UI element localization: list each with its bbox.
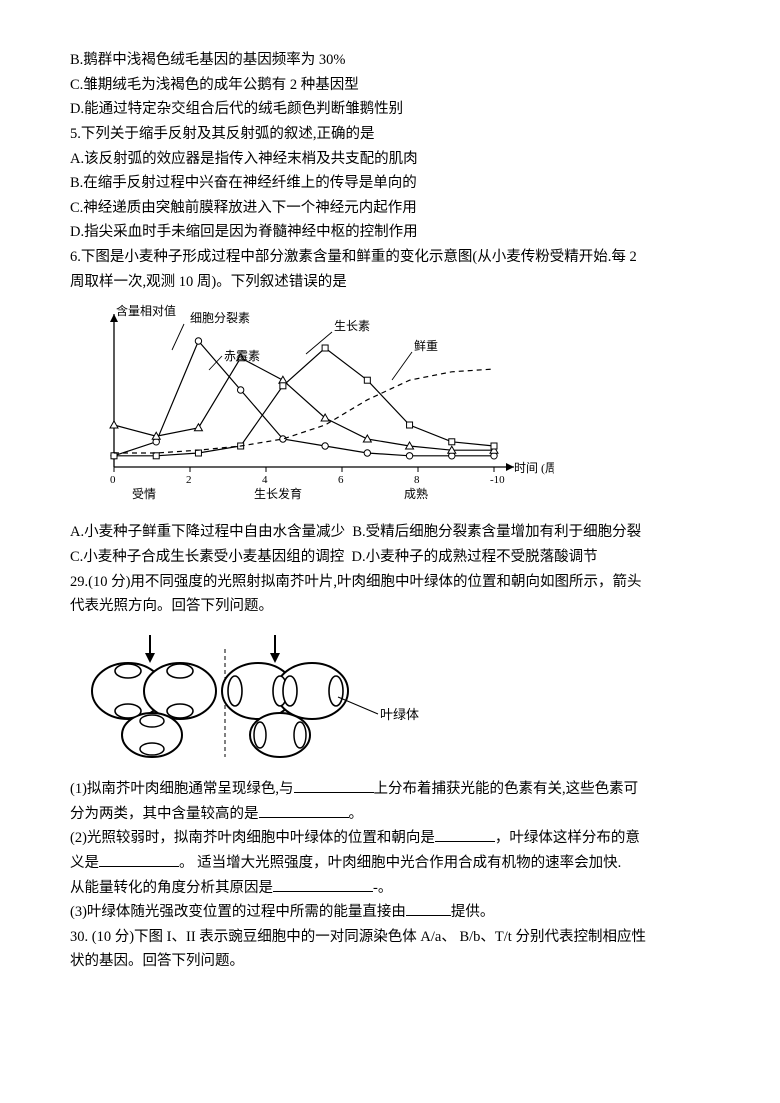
q6-opts-ab: A.小麦种子鲜重下降过程中自由水含量减少 B.受精后细胞分裂素含量增加有利于细胞…: [70, 520, 710, 545]
x-stage-1: 受情: [132, 487, 156, 501]
q6-stem-l1: 6.下图是小麦种子形成过程中部分激素含量和鲜重的变化示意图(从小麦传粉受精开始.…: [70, 245, 710, 270]
legend-auxin: 生长素: [334, 319, 370, 333]
svg-text:0: 0: [110, 474, 116, 486]
q6-opts-cd: C.小麦种子合成生长素受小麦基因组的调控 D.小麦种子的成熟过程不受脱落酸调节: [70, 545, 710, 570]
q4-opt-b: B.鹅群中浅褐色绒毛基因的基因频率为 30%: [70, 48, 710, 73]
legend-gibberellin: 赤霉素: [224, 349, 260, 363]
blank: [99, 851, 179, 867]
cell-diagram-svg: 叶绿体: [80, 629, 440, 769]
svg-text:2: 2: [186, 474, 192, 486]
q30-l1: 30. (10 分)下图 I、II 表示豌豆细胞中的一对同源染色体 A/a、 B…: [70, 925, 710, 950]
q5-opt-b: B.在缩手反射过程中兴奋在神经纤维上的传导是单向的: [70, 171, 710, 196]
q29-1-l1: (1)拟南芥叶肉细胞通常呈现绿色,与上分布着捕获光能的色素有关,这些色素可: [70, 777, 710, 802]
hormone-chart-svg: 含量相对值 0 2 4 6 8 -10 时间 (周) 受情 生长发育 成熟 细胞分裂素 赤…: [74, 302, 554, 512]
hormone-chart: 含量相对值 0 2 4 6 8 -10 时间 (周) 受情 生长发育 成熟 细胞分裂素 赤…: [74, 302, 554, 512]
cell-diagram: 叶绿体: [80, 629, 440, 769]
x-stage-3: 成熟: [404, 486, 428, 501]
blank: [273, 876, 373, 892]
q29-2-l3: 从能量转化的角度分析其原因是-。: [70, 876, 710, 901]
y-axis-label: 含量相对值: [116, 303, 176, 318]
blank: [259, 802, 349, 818]
q29-stem-l1: 29.(10 分)用不同强度的光照射拟南芥叶片,叶肉细胞中叶绿体的位置和朝向如图…: [70, 570, 710, 595]
chloroplast-label: 叶绿体: [380, 707, 419, 722]
q5-opt-a: A.该反射弧的效应器是指传入神经末梢及共支配的肌肉: [70, 147, 710, 172]
svg-text:-10: -10: [490, 474, 505, 486]
q29-1-l2: 分为两类，其中含量较高的是。: [70, 802, 710, 827]
right-cells: [222, 663, 348, 757]
q30-l2: 状的基因。回答下列问题。: [70, 949, 710, 974]
left-cells: [92, 663, 216, 757]
q5-opt-d: D.指尖采血时手未缩回是因为脊髓神经中枢的控制作用: [70, 220, 710, 245]
q5-stem: 5.下列关于缩手反射及其反射弧的叙述,正确的是: [70, 122, 710, 147]
q29-3: (3)叶绿体随光强改变位置的过程中所需的能量直接由提供。: [70, 900, 710, 925]
svg-text:8: 8: [414, 474, 420, 486]
q29-2-l2: 义是。 适当增大光照强度，叶肉细胞中光合作用合成有机物的速率会加快.: [70, 851, 710, 876]
svg-text:4: 4: [262, 474, 268, 486]
blank: [294, 777, 374, 793]
blank: [435, 826, 495, 842]
legend-cytokinin: 细胞分裂素: [190, 311, 250, 325]
blank: [406, 900, 451, 916]
x-axis-label-time: 时间 (周): [514, 461, 554, 475]
q4-opt-d: D.能通过特定杂交组合后代的绒毛颜色判断雏鹅性别: [70, 97, 710, 122]
q5-opt-c: C.神经递质由突触前膜释放进入下一个神经元内起作用: [70, 196, 710, 221]
legend-freshweight: 鲜重: [414, 339, 438, 353]
x-stage-2: 生长发育: [254, 486, 302, 501]
q6-stem-l2: 周取样一次,观测 10 周)。下列叙述错误的是: [70, 270, 710, 295]
q29-stem-l2: 代表光照方向。回答下列问题。: [70, 594, 710, 619]
q29-2-l1: (2)光照较弱时，拟南芥叶肉细胞中叶绿体的位置和朝向是，叶绿体这样分布的意: [70, 826, 710, 851]
svg-text:6: 6: [338, 474, 344, 486]
q4-opt-c: C.雏期绒毛为浅褐色的成年公鹅有 2 种基因型: [70, 73, 710, 98]
